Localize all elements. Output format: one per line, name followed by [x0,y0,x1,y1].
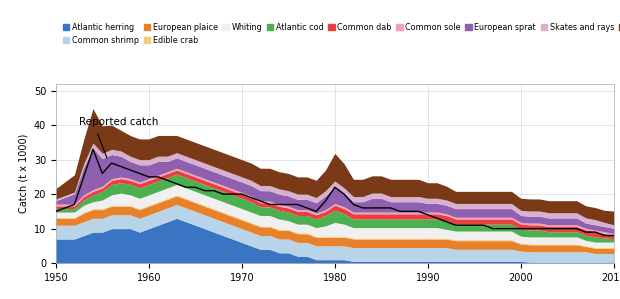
Text: Reported catch: Reported catch [79,117,159,127]
Y-axis label: Catch (t x 1000): Catch (t x 1000) [18,134,28,213]
Legend: Atlantic herring, Common shrimp, European plaice, Edible crab, Whiting, Atlantic: Atlantic herring, Common shrimp, Europea… [60,19,620,48]
